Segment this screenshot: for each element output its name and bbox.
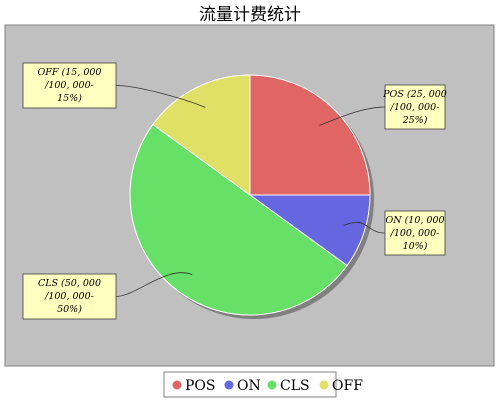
legend-item-off: OFF	[332, 378, 363, 394]
slice-label-text: 10%)	[403, 241, 428, 252]
legend-swatch-cls	[267, 380, 277, 390]
legend-swatch-off	[319, 380, 329, 390]
slice-label-text: 50%)	[57, 304, 82, 315]
legend-swatch-pos	[172, 380, 182, 390]
legend-item-pos: POS	[185, 378, 216, 394]
slice-label-text: /100, 000-	[44, 80, 94, 91]
slice-label-box	[384, 210, 446, 256]
label-connector-on	[343, 221, 386, 234]
slice-label-pos: POS (25, 000/100, 000- 25%)	[382, 84, 447, 130]
slice-label-text: 25%)	[402, 115, 428, 126]
slice-label-text: /100, 000-	[390, 228, 440, 239]
slice-label-text: OFF (15, 000	[38, 67, 102, 78]
legend-item-on: ON	[237, 378, 261, 394]
slice-label-box	[22, 62, 117, 109]
label-connector-cls	[115, 272, 193, 297]
pie-slice-on	[248, 194, 371, 267]
legend-swatch-on	[224, 380, 234, 390]
pie-slice-off	[152, 74, 251, 196]
slice-label-text: ON (10, 000	[385, 215, 444, 226]
legend-item-cls: CLS	[280, 378, 310, 394]
label-connector-pos	[319, 106, 386, 126]
slice-label-box	[384, 84, 446, 130]
slice-label-text: /100, 000-	[390, 102, 440, 113]
slice-label-on: ON (10, 000/100, 000- 10%)	[384, 210, 446, 256]
legend-box	[163, 371, 337, 398]
label-connector-off	[115, 85, 206, 108]
slice-label-box	[22, 273, 117, 320]
pie-slice-cls	[129, 123, 348, 316]
slice-label-text: CLS (50, 000	[38, 278, 101, 289]
pie-slice-pos	[249, 74, 371, 196]
chart-title: 流量计费统计	[199, 5, 301, 25]
slice-label-text: /100, 000-	[44, 291, 94, 302]
slice-label-cls: CLS (50, 000/100, 000- 50%)	[22, 273, 117, 320]
slice-label-text: 15%)	[57, 93, 82, 104]
slice-label-text: POS (25, 000	[382, 89, 447, 100]
slice-label-off: OFF (15, 000/100, 000- 15%)	[22, 62, 117, 109]
